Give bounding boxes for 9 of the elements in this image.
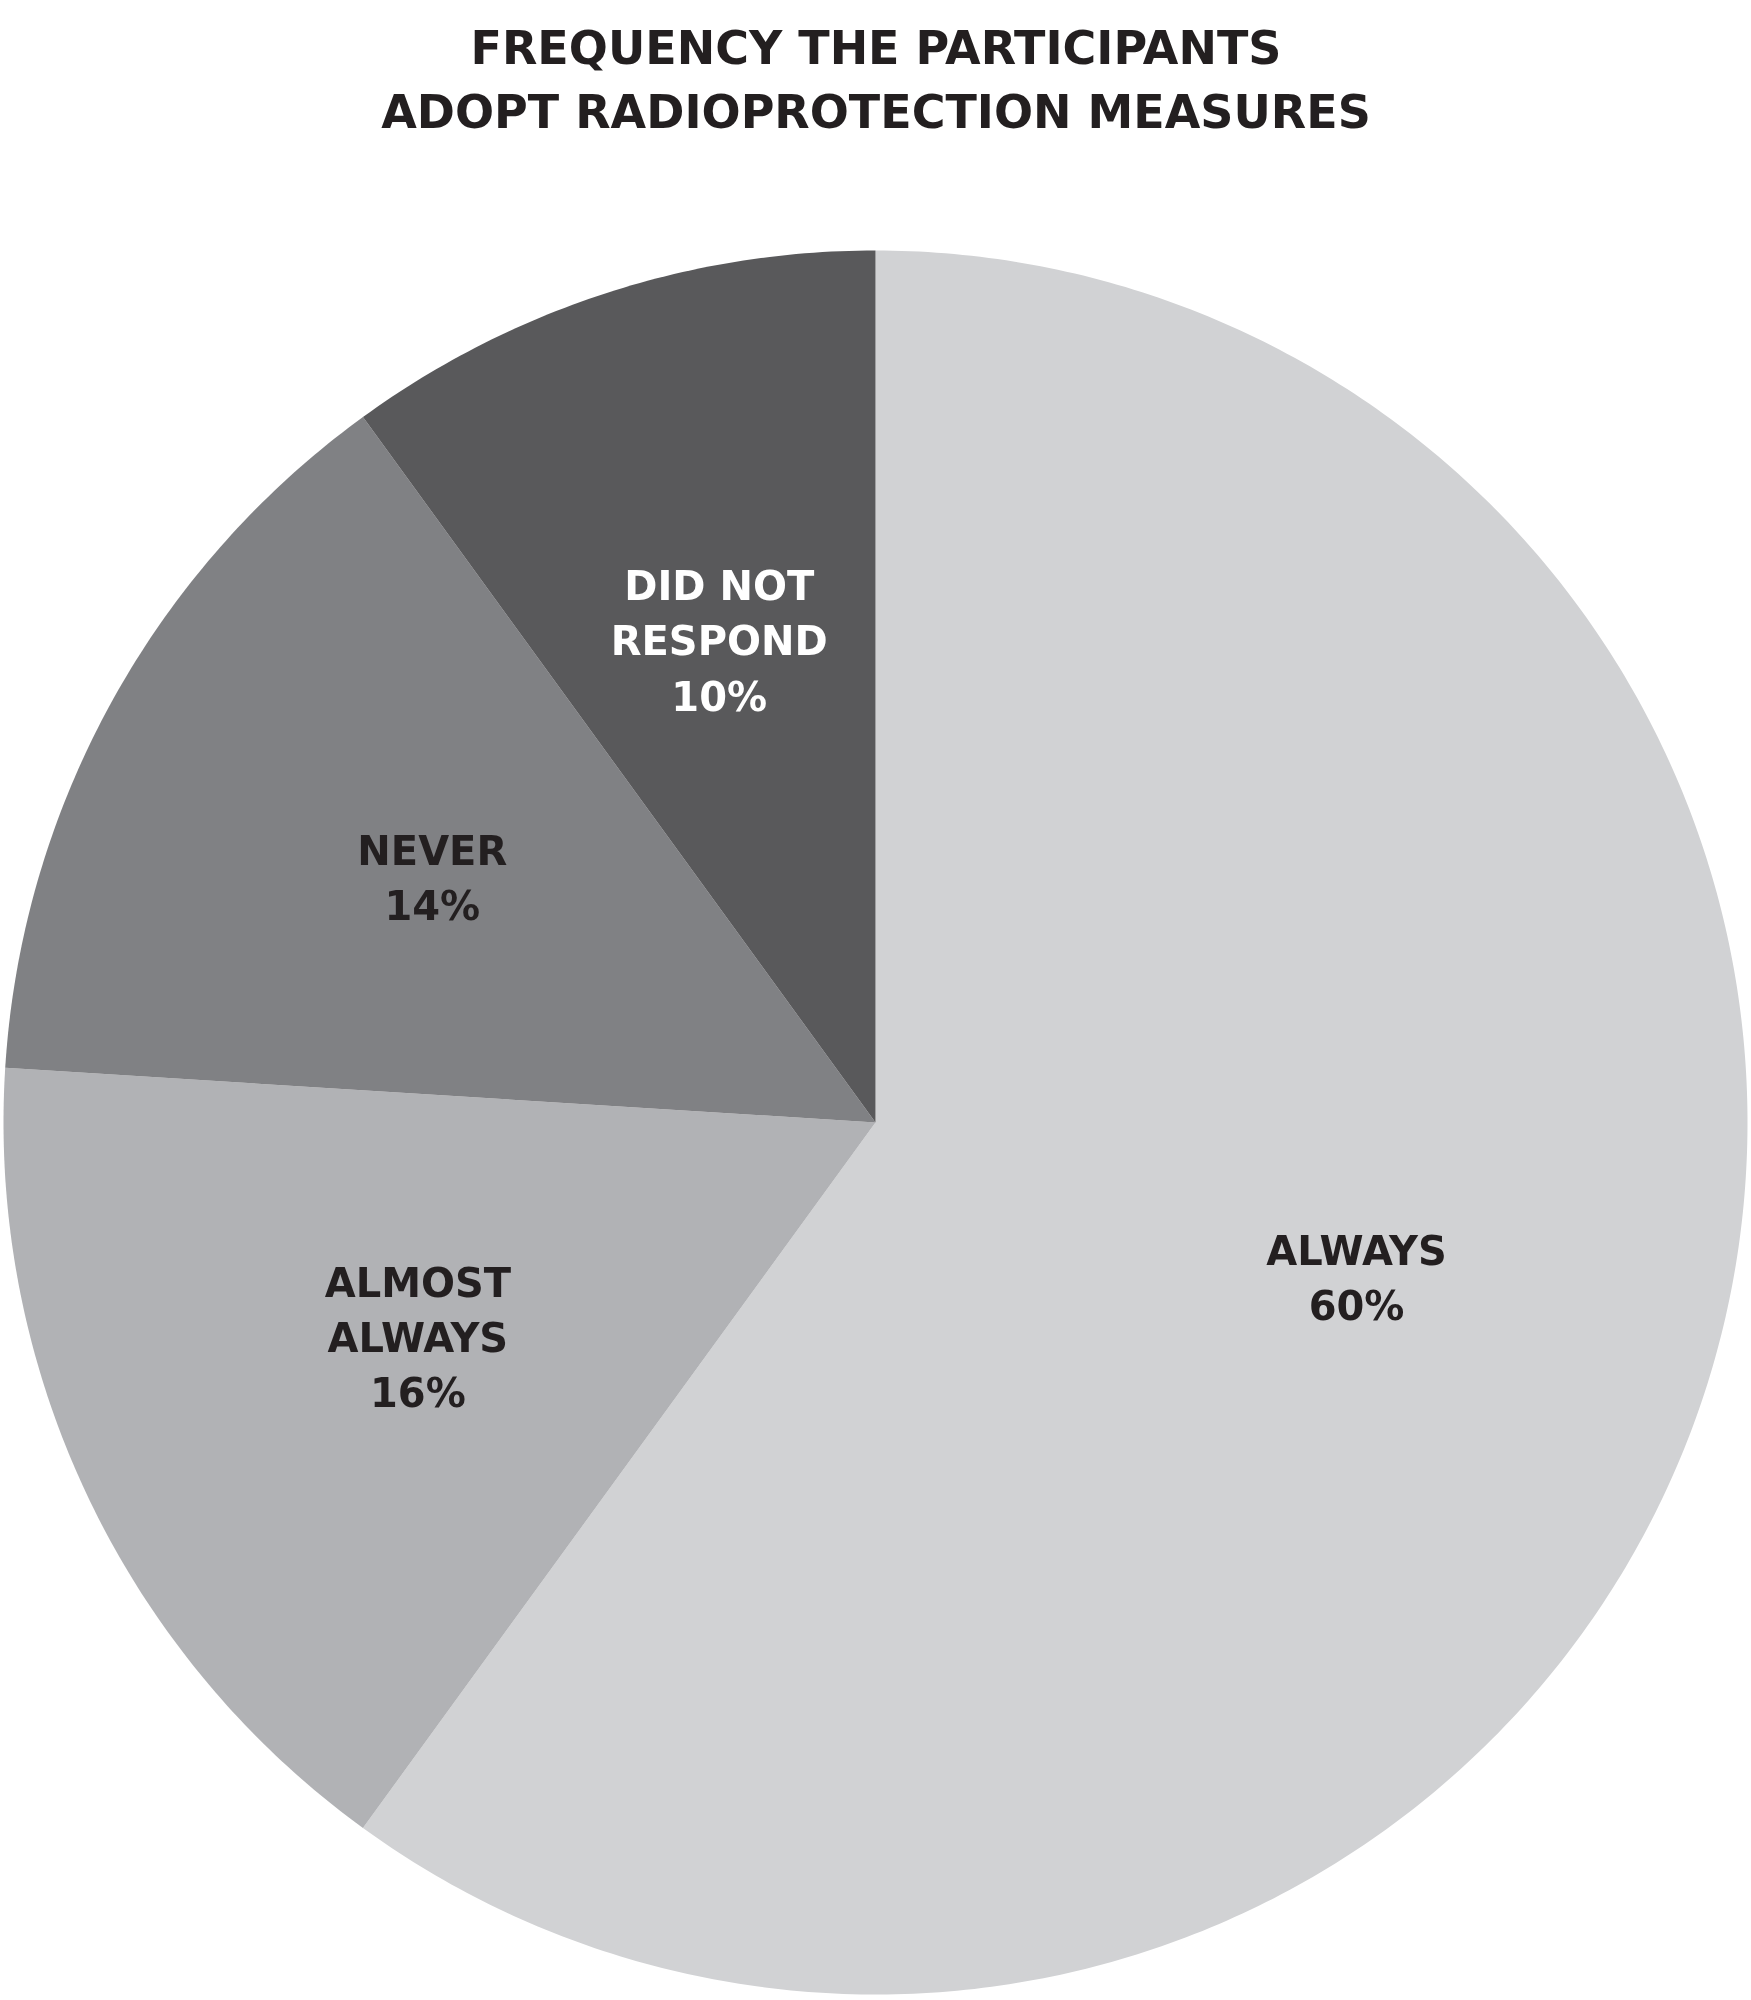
data-label: 16% xyxy=(370,1370,466,1417)
slice-label: ALMOST ALWAYS xyxy=(324,1259,512,1361)
chart-title: FREQUENCY THE PARTICIPANTS ADOPT RADIOPROTECTION MEASURES xyxy=(381,20,1371,140)
data-label: 10% xyxy=(671,673,768,720)
data-label: 14% xyxy=(384,883,481,930)
slice-label: ALWAYS xyxy=(1266,1228,1447,1275)
data-label: 60% xyxy=(1308,1283,1405,1330)
slice-label: DID NOT RESPOND xyxy=(610,563,828,665)
slice-label: NEVER xyxy=(357,828,508,875)
